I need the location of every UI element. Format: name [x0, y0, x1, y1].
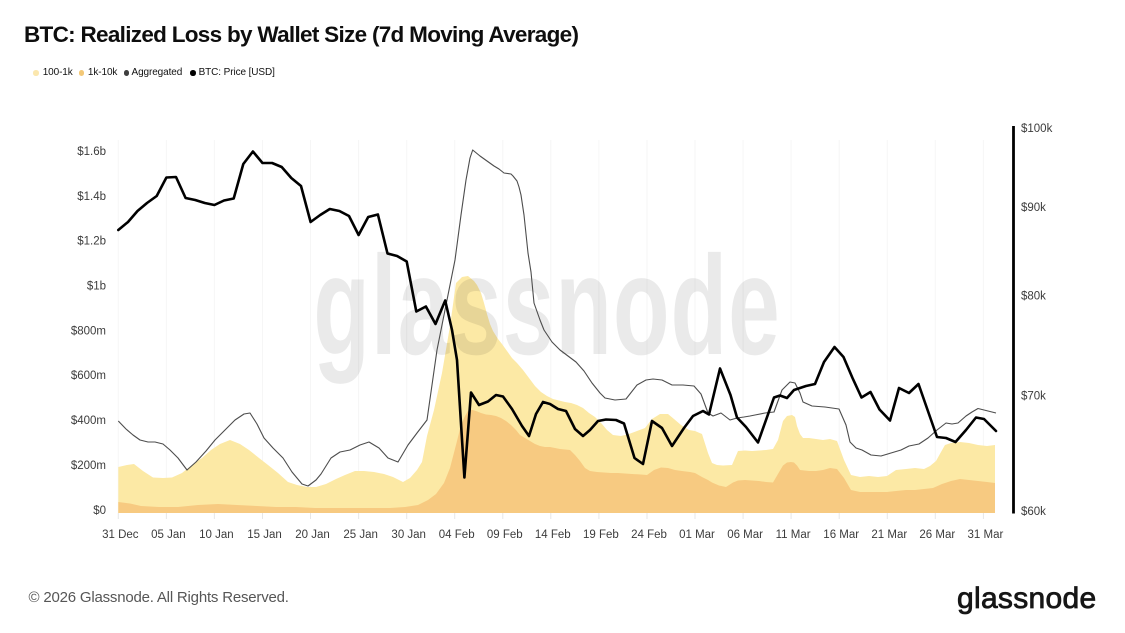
svg-text:$100k: $100k: [1021, 123, 1053, 135]
svg-text:$70k: $70k: [1021, 390, 1046, 402]
svg-text:11 Mar: 11 Mar: [776, 529, 811, 541]
svg-text:20 Jan: 20 Jan: [295, 529, 330, 541]
svg-text:05 Jan: 05 Jan: [151, 529, 186, 541]
svg-text:16 Mar: 16 Mar: [823, 529, 859, 541]
svg-text:$800m: $800m: [71, 325, 106, 337]
svg-text:19 Feb: 19 Feb: [583, 529, 619, 541]
svg-text:$80k: $80k: [1021, 290, 1046, 302]
svg-text:24 Feb: 24 Feb: [631, 529, 667, 541]
svg-text:$200m: $200m: [71, 460, 106, 472]
svg-text:31 Mar: 31 Mar: [968, 529, 1004, 541]
svg-text:$1.6b: $1.6b: [77, 146, 106, 158]
svg-text:$600m: $600m: [71, 370, 106, 382]
svg-text:$0: $0: [93, 505, 106, 517]
svg-text:26 Mar: 26 Mar: [919, 529, 955, 541]
svg-text:$90k: $90k: [1021, 202, 1046, 214]
svg-text:30 Jan: 30 Jan: [391, 529, 426, 541]
svg-text:25 Jan: 25 Jan: [343, 529, 378, 541]
svg-text:15 Jan: 15 Jan: [247, 529, 282, 541]
svg-text:04 Feb: 04 Feb: [439, 529, 475, 541]
svg-text:21 Mar: 21 Mar: [871, 529, 907, 541]
svg-text:glassnode: glassnode: [313, 228, 780, 385]
svg-text:$1b: $1b: [87, 281, 106, 293]
svg-text:$1.2b: $1.2b: [77, 236, 106, 248]
svg-text:14 Feb: 14 Feb: [535, 529, 571, 541]
svg-text:$400m: $400m: [71, 415, 106, 427]
svg-text:10 Jan: 10 Jan: [199, 529, 234, 541]
svg-text:06 Mar: 06 Mar: [727, 529, 763, 541]
svg-text:$60k: $60k: [1021, 506, 1046, 518]
svg-text:31 Dec: 31 Dec: [102, 529, 139, 541]
svg-text:$1.4b: $1.4b: [77, 191, 106, 203]
svg-text:09 Feb: 09 Feb: [487, 529, 523, 541]
svg-text:01 Mar: 01 Mar: [679, 529, 715, 541]
